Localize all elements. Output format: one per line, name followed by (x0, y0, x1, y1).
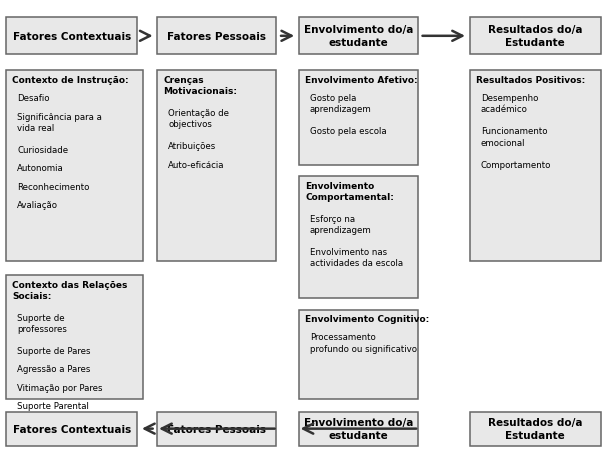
Text: Resultados do/a
Estudante: Resultados do/a Estudante (488, 417, 583, 441)
Text: Autonomia: Autonomia (17, 164, 64, 173)
FancyBboxPatch shape (6, 275, 143, 399)
Text: Contexto de Instrução:: Contexto de Instrução: (12, 76, 129, 85)
Text: Fatores Contextuais: Fatores Contextuais (13, 32, 131, 42)
FancyBboxPatch shape (6, 412, 137, 446)
FancyBboxPatch shape (470, 71, 601, 262)
Text: Envolvimento nas
actividades da escola: Envolvimento nas actividades da escola (310, 247, 403, 268)
FancyBboxPatch shape (299, 177, 418, 298)
Text: Resultados Positivos:: Resultados Positivos: (476, 76, 585, 85)
Text: Desafio: Desafio (17, 94, 49, 103)
Text: Gosto pela
aprendizagem: Gosto pela aprendizagem (310, 94, 371, 114)
Text: Auto-eficácia: Auto-eficácia (168, 160, 225, 169)
Text: Fatores Pessoais: Fatores Pessoais (167, 424, 267, 434)
Text: Significância para a
vida real: Significância para a vida real (17, 112, 102, 133)
Text: Fatores Pessoais: Fatores Pessoais (167, 32, 267, 42)
Text: Envolvimento Afetivo:: Envolvimento Afetivo: (305, 76, 418, 85)
Text: Reconhecimento: Reconhecimento (17, 182, 90, 191)
Text: Suporte Parental: Suporte Parental (17, 401, 89, 410)
Text: Comportamento: Comportamento (481, 160, 551, 169)
Text: Resultados do/a
Estudante: Resultados do/a Estudante (488, 25, 583, 48)
Text: Funcionamento
emocional: Funcionamento emocional (481, 127, 547, 147)
Text: Envolvimento Cognitivo:: Envolvimento Cognitivo: (305, 314, 429, 324)
Text: Desempenho
académico: Desempenho académico (481, 94, 538, 114)
Text: Envolvimento do/a
estudante: Envolvimento do/a estudante (304, 25, 413, 48)
Text: Contexto das Relações
Sociais:: Contexto das Relações Sociais: (12, 280, 127, 300)
Text: Avaliação: Avaliação (17, 201, 58, 210)
FancyBboxPatch shape (470, 18, 601, 55)
Text: Processamento
profundo ou significativo: Processamento profundo ou significativo (310, 333, 417, 353)
FancyBboxPatch shape (299, 310, 418, 399)
FancyBboxPatch shape (157, 71, 276, 262)
Text: Atribuições: Atribuições (168, 142, 217, 151)
FancyBboxPatch shape (157, 18, 276, 55)
FancyBboxPatch shape (470, 412, 601, 446)
Text: Orientação de
objectivos: Orientação de objectivos (168, 109, 229, 129)
FancyBboxPatch shape (299, 18, 418, 55)
FancyBboxPatch shape (6, 18, 137, 55)
Text: Envolvimento
Comportamental:: Envolvimento Comportamental: (305, 181, 394, 202)
Text: Fatores Contextuais: Fatores Contextuais (13, 424, 131, 434)
Text: Gosto pela escola: Gosto pela escola (310, 127, 387, 136)
Text: Curiosidade: Curiosidade (17, 146, 68, 155)
Text: Crenças
Motivacionais:: Crenças Motivacionais: (163, 76, 237, 96)
Text: Agressão a Pares: Agressão a Pares (17, 364, 90, 374)
Text: Suporte de
professores: Suporte de professores (17, 313, 67, 333)
FancyBboxPatch shape (6, 71, 143, 262)
Text: Esforço na
aprendizagem: Esforço na aprendizagem (310, 214, 371, 235)
Text: Suporte de Pares: Suporte de Pares (17, 346, 90, 355)
Text: Envolvimento do/a
estudante: Envolvimento do/a estudante (304, 417, 413, 441)
Text: Vitimação por Pares: Vitimação por Pares (17, 383, 102, 392)
FancyBboxPatch shape (299, 412, 418, 446)
FancyBboxPatch shape (299, 71, 418, 165)
FancyBboxPatch shape (157, 412, 276, 446)
